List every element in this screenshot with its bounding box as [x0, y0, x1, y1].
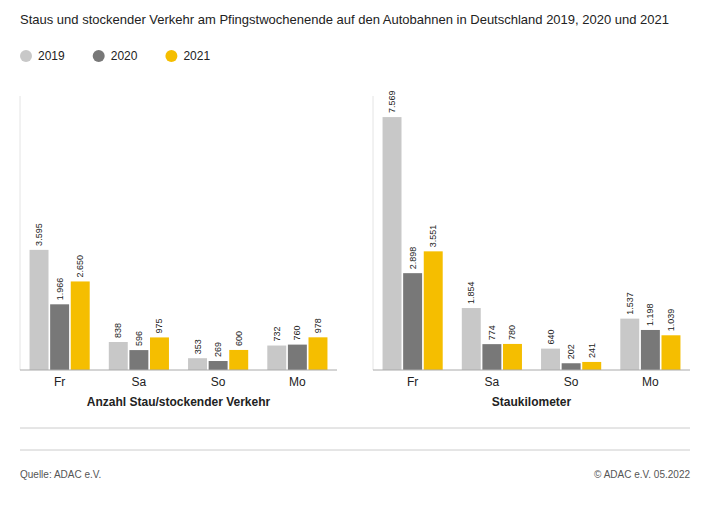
bar: [188, 358, 207, 370]
data-label: 3.595: [34, 223, 44, 246]
bar: [424, 251, 443, 370]
y-axis-line: [373, 96, 374, 370]
footer-rule: [20, 450, 690, 451]
bar: [503, 344, 522, 370]
y-axis-line: [20, 96, 21, 370]
data-label: 2.650: [75, 255, 85, 278]
data-label: 978: [313, 318, 323, 333]
data-label: 353: [193, 339, 203, 354]
data-label: 1.198: [645, 303, 655, 326]
bar: [229, 350, 248, 370]
bar: [482, 344, 501, 370]
footer-note: © ADAC e.V. 05.2022: [594, 469, 690, 480]
legend-label: 2019: [38, 49, 65, 63]
legend-label: 2020: [111, 49, 138, 63]
panel: 3.595 838 353 732 1.966 596 269 760 2.650 975 600 9…: [20, 96, 337, 409]
data-label: 1.537: [625, 292, 635, 315]
panel: 7.569 1.854 640 1.537 2.898 774 202 1.198 3.551 7…: [373, 91, 690, 409]
bar: [641, 330, 660, 370]
category-label: Sa: [485, 375, 500, 389]
category-label: Mo: [642, 375, 659, 389]
bar: [267, 346, 286, 370]
category-label: Sa: [132, 375, 147, 389]
data-label: 838: [113, 323, 123, 338]
category-label: Fr: [407, 375, 418, 389]
baseline: [20, 370, 337, 371]
data-label: 269: [213, 342, 223, 357]
data-label: 1.854: [466, 282, 476, 305]
data-label: 780: [507, 325, 517, 340]
title-line: Staus und stockender Verkehr am Pfingstw…: [20, 12, 669, 27]
data-label: 774: [487, 325, 497, 340]
bar: [209, 361, 228, 370]
legend: 2019 2020 2021: [20, 49, 210, 63]
data-label: 975: [154, 318, 164, 333]
data-label: 3.551: [428, 225, 438, 248]
bars: [30, 250, 328, 370]
bar: [620, 319, 639, 370]
data-label: 640: [546, 330, 556, 345]
data-label: 2.898: [408, 247, 418, 270]
data-label: 1.039: [666, 309, 676, 332]
data-labels: 7.569 1.854 640 1.537 2.898 774 202 1.198 3.551 7…: [387, 91, 676, 360]
bar: [383, 117, 402, 370]
legend-label: 2021: [183, 49, 210, 63]
bar: [129, 350, 148, 370]
legend-swatch: [93, 50, 105, 62]
data-label: 732: [272, 327, 282, 342]
bar: [662, 335, 681, 370]
data-label: 1.966: [55, 278, 65, 301]
legend-swatch: [20, 50, 32, 62]
category-label: Fr: [54, 375, 65, 389]
data-labels: 3.595 838 353 732 1.966 596 269 760 2.650 975 600 9…: [34, 223, 323, 357]
bar: [50, 304, 69, 370]
bar: [30, 250, 49, 370]
baseline: [373, 370, 690, 371]
bar: [541, 349, 560, 370]
bar: [150, 337, 169, 370]
data-label: 202: [566, 344, 576, 359]
bar: [109, 342, 128, 370]
data-label: 7.569: [387, 91, 397, 114]
footer-rule: [20, 428, 690, 429]
category-label: Mo: [289, 375, 306, 389]
bar: [562, 363, 581, 370]
bar: [71, 281, 90, 370]
panel-label: Staukilometer: [492, 395, 572, 409]
data-label: 600: [234, 331, 244, 346]
data-label: 760: [292, 326, 302, 341]
bar: [288, 345, 307, 370]
data-label: 241: [587, 343, 597, 358]
background: [0, 0, 710, 512]
bars: [383, 117, 681, 370]
footer-note: Quelle: ADAC e.V.: [20, 469, 101, 480]
bar: [462, 308, 481, 370]
category-label: So: [211, 375, 226, 389]
legend-swatch: [165, 50, 177, 62]
title: Staus und stockender Verkehr am Pfingstw…: [20, 12, 669, 27]
panel-label: Anzahl Stau/stockender Verkehr: [87, 395, 271, 409]
bar: [403, 273, 422, 370]
bar: [309, 337, 328, 370]
chart: Staus und stockender Verkehr am Pfingstw…: [0, 0, 710, 512]
data-label: 596: [134, 331, 144, 346]
category-label: So: [564, 375, 579, 389]
bar: [582, 362, 601, 370]
